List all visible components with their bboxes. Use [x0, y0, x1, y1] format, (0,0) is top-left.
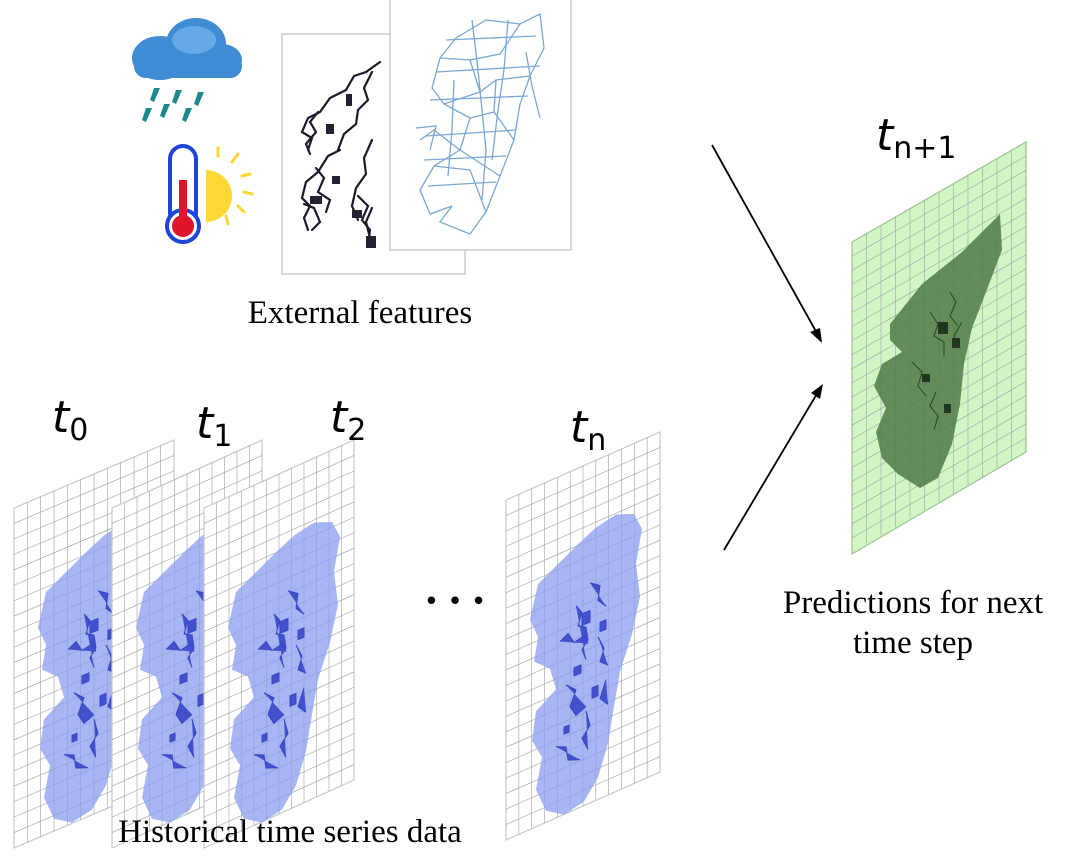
- arrow-external-to-prediction: [711, 144, 822, 343]
- predictions-caption-line2: time step: [852, 625, 974, 661]
- external-roads-panel: [389, 0, 572, 251]
- history-panel-tn: [505, 431, 661, 841]
- time-label-1: t1: [196, 398, 232, 454]
- predictions-caption: Predictions for next time step: [738, 583, 1082, 663]
- thermometer-sun-icon: [165, 144, 254, 244]
- time-label-3: tn: [570, 402, 606, 458]
- external-features-caption: External features: [247, 295, 473, 331]
- prediction-panel: [851, 140, 1027, 556]
- history-panel-t2: [203, 439, 355, 849]
- time-label-0: t0: [52, 392, 88, 448]
- rain-cloud-icon: [132, 18, 242, 122]
- time-label-2: t2: [330, 392, 366, 448]
- time-label-prediction: tn+1: [876, 110, 957, 166]
- historical-data-caption: Historical time series data: [118, 814, 462, 850]
- arrow-history-to-prediction: [723, 384, 823, 551]
- predictions-caption-line1: Predictions for next: [782, 585, 1044, 621]
- ellipsis-dots: • • •: [424, 587, 487, 617]
